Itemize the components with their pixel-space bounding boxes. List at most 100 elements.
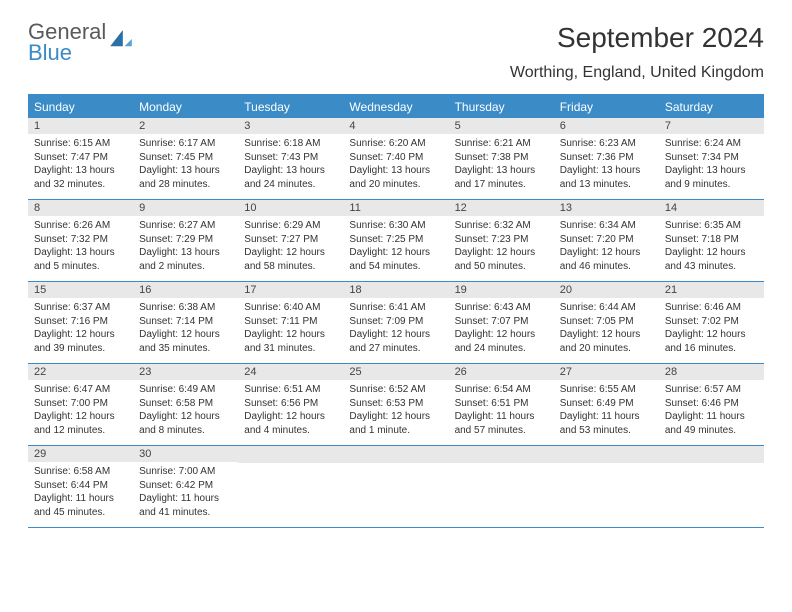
day-cell: 20Sunrise: 6:44 AMSunset: 7:05 PMDayligh… [554,282,659,363]
day-number: 8 [28,200,133,216]
day-cell: 28Sunrise: 6:57 AMSunset: 6:46 PMDayligh… [659,364,764,445]
day-number: 22 [28,364,133,380]
week-row: 29Sunrise: 6:58 AMSunset: 6:44 PMDayligh… [28,446,764,528]
sunset-line: Sunset: 7:16 PM [34,315,127,329]
sunset-line: Sunset: 6:46 PM [665,397,758,411]
sunrise-line: Sunrise: 6:49 AM [139,383,232,397]
sunrise-line: Sunrise: 6:35 AM [665,219,758,233]
day-number: 2 [133,118,238,134]
sunset-line: Sunset: 7:02 PM [665,315,758,329]
day-name: Tuesday [238,96,343,118]
daylight-line: Daylight: 12 hours and 1 minute. [349,410,442,437]
day-info: Sunrise: 6:40 AMSunset: 7:11 PMDaylight:… [238,298,343,363]
sunset-line: Sunset: 6:53 PM [349,397,442,411]
daylight-line: Daylight: 13 hours and 13 minutes. [560,164,653,191]
sunset-line: Sunset: 6:56 PM [244,397,337,411]
daylight-line: Daylight: 13 hours and 24 minutes. [244,164,337,191]
daylight-line: Daylight: 12 hours and 58 minutes. [244,246,337,273]
day-cell: 23Sunrise: 6:49 AMSunset: 6:58 PMDayligh… [133,364,238,445]
day-info: Sunrise: 6:54 AMSunset: 6:51 PMDaylight:… [449,380,554,445]
day-info: Sunrise: 6:21 AMSunset: 7:38 PMDaylight:… [449,134,554,199]
day-cell [343,446,448,527]
day-number: 9 [133,200,238,216]
sunset-line: Sunset: 7:32 PM [34,233,127,247]
daylight-line: Daylight: 12 hours and 20 minutes. [560,328,653,355]
day-info: Sunrise: 6:27 AMSunset: 7:29 PMDaylight:… [133,216,238,281]
day-number [238,446,343,463]
day-number: 10 [238,200,343,216]
day-cell: 19Sunrise: 6:43 AMSunset: 7:07 PMDayligh… [449,282,554,363]
daylight-line: Daylight: 12 hours and 12 minutes. [34,410,127,437]
day-cell: 15Sunrise: 6:37 AMSunset: 7:16 PMDayligh… [28,282,133,363]
sunrise-line: Sunrise: 6:17 AM [139,137,232,151]
sunrise-line: Sunrise: 6:24 AM [665,137,758,151]
day-name: Thursday [449,96,554,118]
logo-line2: Blue [28,40,72,65]
day-cell: 13Sunrise: 6:34 AMSunset: 7:20 PMDayligh… [554,200,659,281]
day-number: 27 [554,364,659,380]
day-number: 16 [133,282,238,298]
day-number: 17 [238,282,343,298]
logo-text: General Blue [28,22,106,64]
day-name: Saturday [659,96,764,118]
day-info: Sunrise: 6:23 AMSunset: 7:36 PMDaylight:… [554,134,659,199]
sunrise-line: Sunrise: 6:29 AM [244,219,337,233]
day-cell [554,446,659,527]
day-info [659,463,764,517]
day-info: Sunrise: 6:51 AMSunset: 6:56 PMDaylight:… [238,380,343,445]
day-number: 5 [449,118,554,134]
sunset-line: Sunset: 7:47 PM [34,151,127,165]
daylight-line: Daylight: 12 hours and 31 minutes. [244,328,337,355]
day-number: 12 [449,200,554,216]
day-cell [659,446,764,527]
day-number: 11 [343,200,448,216]
day-info: Sunrise: 6:34 AMSunset: 7:20 PMDaylight:… [554,216,659,281]
day-cell: 17Sunrise: 6:40 AMSunset: 7:11 PMDayligh… [238,282,343,363]
day-info [343,463,448,517]
day-cell: 12Sunrise: 6:32 AMSunset: 7:23 PMDayligh… [449,200,554,281]
daylight-line: Daylight: 11 hours and 57 minutes. [455,410,548,437]
day-info: Sunrise: 6:35 AMSunset: 7:18 PMDaylight:… [659,216,764,281]
sunrise-line: Sunrise: 6:38 AM [139,301,232,315]
day-number: 7 [659,118,764,134]
day-cell [449,446,554,527]
sunrise-line: Sunrise: 6:27 AM [139,219,232,233]
day-cell: 21Sunrise: 6:46 AMSunset: 7:02 PMDayligh… [659,282,764,363]
day-number: 24 [238,364,343,380]
sunset-line: Sunset: 7:20 PM [560,233,653,247]
day-info: Sunrise: 6:18 AMSunset: 7:43 PMDaylight:… [238,134,343,199]
day-info: Sunrise: 6:44 AMSunset: 7:05 PMDaylight:… [554,298,659,363]
day-cell: 2Sunrise: 6:17 AMSunset: 7:45 PMDaylight… [133,118,238,199]
week-row: 8Sunrise: 6:26 AMSunset: 7:32 PMDaylight… [28,200,764,282]
day-number: 23 [133,364,238,380]
day-number [659,446,764,463]
day-cell: 16Sunrise: 6:38 AMSunset: 7:14 PMDayligh… [133,282,238,363]
day-number: 19 [449,282,554,298]
day-number: 15 [28,282,133,298]
day-info: Sunrise: 6:55 AMSunset: 6:49 PMDaylight:… [554,380,659,445]
sunset-line: Sunset: 7:09 PM [349,315,442,329]
daylight-line: Daylight: 13 hours and 17 minutes. [455,164,548,191]
sunrise-line: Sunrise: 6:32 AM [455,219,548,233]
day-cell: 29Sunrise: 6:58 AMSunset: 6:44 PMDayligh… [28,446,133,527]
sunset-line: Sunset: 6:49 PM [560,397,653,411]
sunset-line: Sunset: 6:42 PM [139,479,232,493]
day-name: Wednesday [343,96,448,118]
day-number: 14 [659,200,764,216]
sunset-line: Sunset: 7:29 PM [139,233,232,247]
day-name: Sunday [28,96,133,118]
day-number [343,446,448,463]
daylight-line: Daylight: 12 hours and 54 minutes. [349,246,442,273]
day-info [449,463,554,517]
sunset-line: Sunset: 7:43 PM [244,151,337,165]
sunrise-line: Sunrise: 6:21 AM [455,137,548,151]
logo: General Blue [28,22,132,64]
sunrise-line: Sunrise: 6:46 AM [665,301,758,315]
sunrise-line: Sunrise: 6:37 AM [34,301,127,315]
day-header-row: SundayMondayTuesdayWednesdayThursdayFrid… [28,96,764,118]
sunset-line: Sunset: 7:40 PM [349,151,442,165]
sunset-line: Sunset: 7:05 PM [560,315,653,329]
day-cell: 26Sunrise: 6:54 AMSunset: 6:51 PMDayligh… [449,364,554,445]
daylight-line: Daylight: 13 hours and 20 minutes. [349,164,442,191]
day-cell: 27Sunrise: 6:55 AMSunset: 6:49 PMDayligh… [554,364,659,445]
